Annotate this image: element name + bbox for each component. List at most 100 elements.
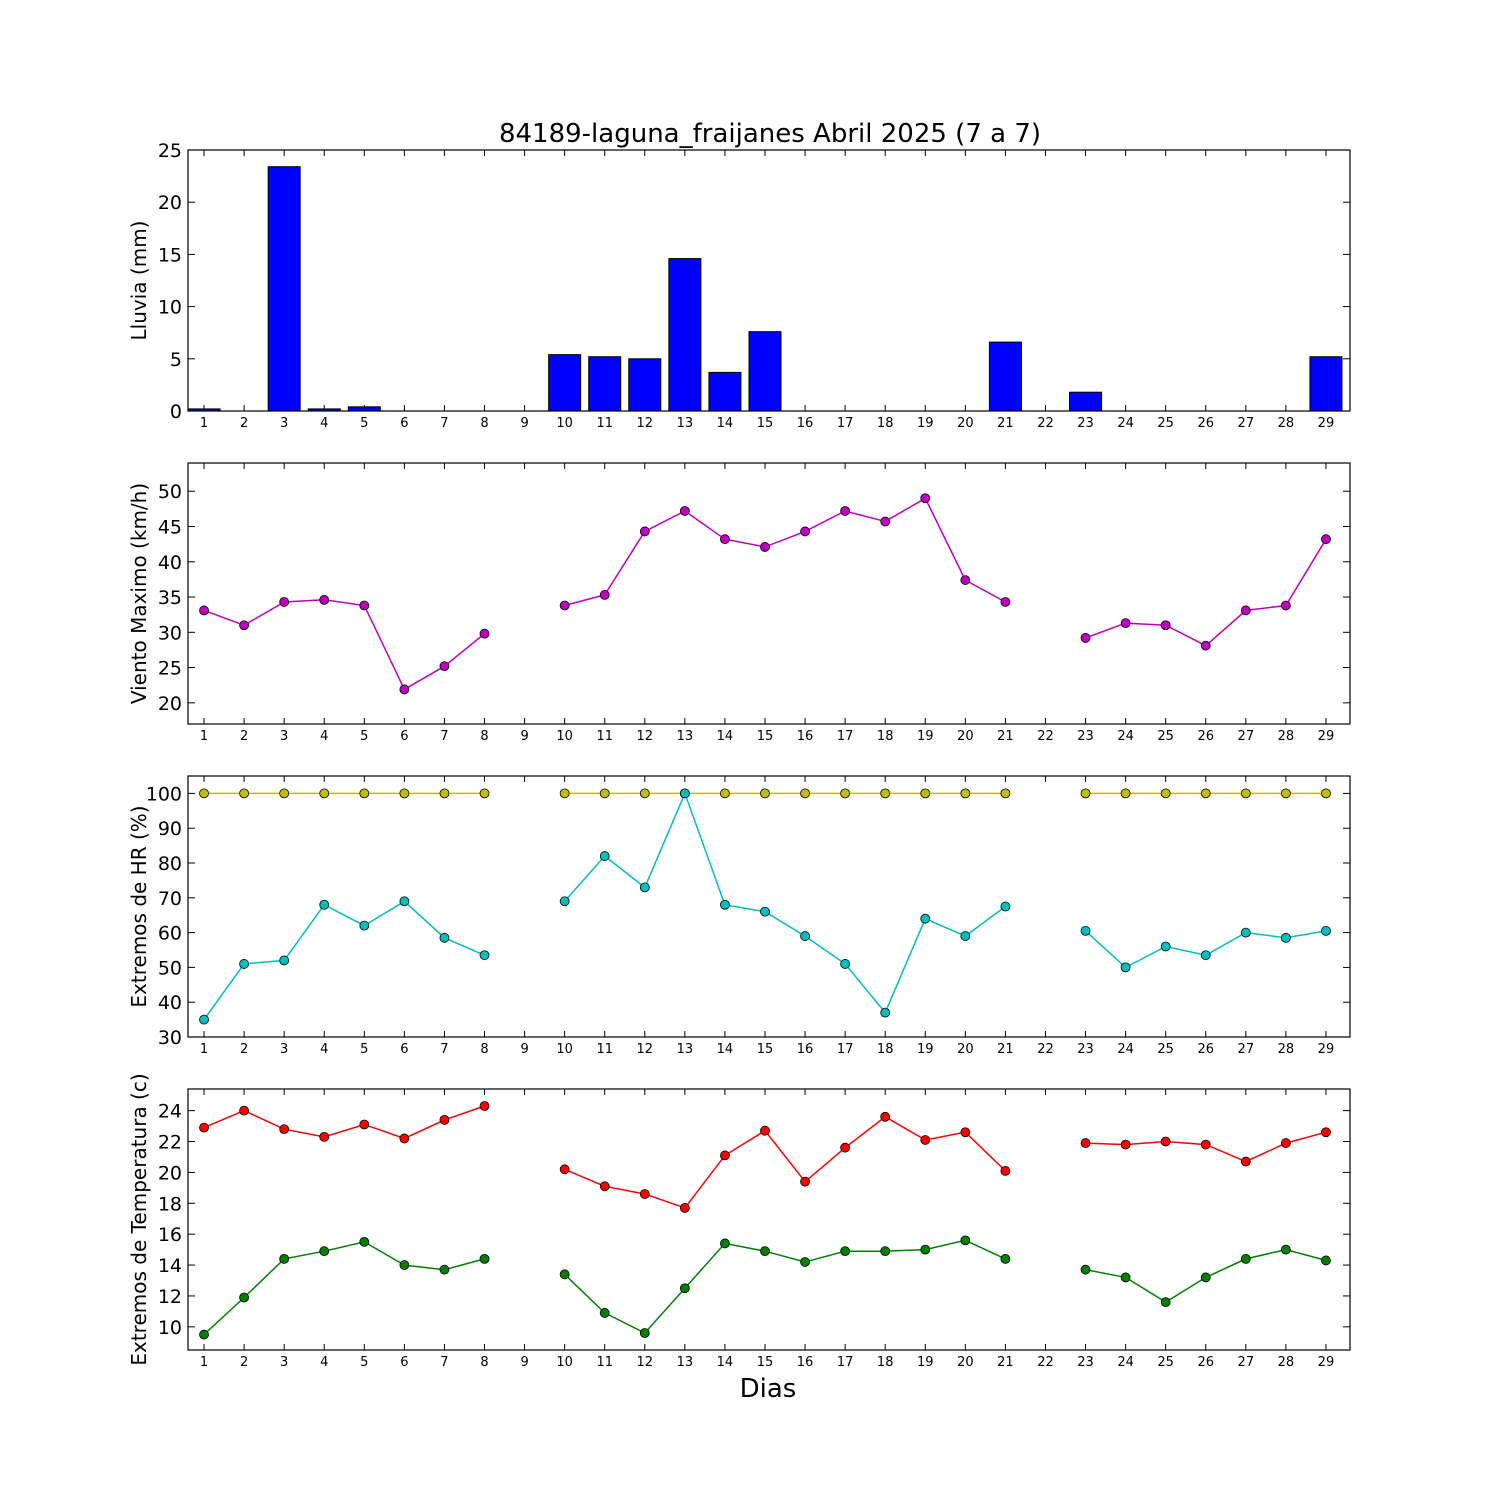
data-point — [559, 1164, 570, 1175]
x-tick-label: 12 — [637, 1355, 654, 1370]
data-point — [199, 1014, 209, 1025]
data-point — [279, 955, 290, 966]
x-tick-label: 12 — [637, 1042, 654, 1057]
x-tick-label: 11 — [596, 416, 613, 431]
data-point — [960, 575, 971, 585]
x-tick-label: 26 — [1197, 1355, 1214, 1370]
x-tick-label: 15 — [757, 1355, 774, 1370]
data-point — [1000, 1253, 1011, 1264]
data-point — [760, 1246, 770, 1257]
x-tick-label: 16 — [797, 1355, 814, 1370]
data-point — [1160, 941, 1171, 952]
data-point — [880, 516, 891, 527]
y-tick-label: 30 — [158, 1027, 182, 1049]
x-tick-label: 19 — [917, 416, 934, 431]
data-point — [1200, 788, 1211, 799]
plot-frame — [187, 462, 1351, 725]
bar — [1309, 356, 1343, 412]
data-point — [439, 661, 450, 672]
x-tick-label: 26 — [1197, 729, 1214, 744]
data-point — [720, 1238, 730, 1249]
data-point — [1160, 620, 1171, 631]
data-point — [319, 899, 330, 910]
data-point — [279, 788, 290, 799]
x-tick-label: 1 — [200, 1042, 208, 1057]
x-tick-label: 6 — [400, 1042, 408, 1057]
x-tick-label: 4 — [320, 1355, 328, 1370]
x-tick-label: 6 — [400, 1355, 408, 1370]
y-tick-label: 15 — [158, 244, 182, 266]
y-axis-label: Lluvia (mm) — [127, 221, 151, 341]
data-point — [359, 920, 370, 931]
data-point — [319, 1246, 330, 1257]
data-point — [199, 788, 209, 799]
x-tick-label: 2 — [240, 1042, 248, 1057]
data-point — [639, 1328, 650, 1338]
data-point — [679, 788, 690, 799]
x-tick-label: 11 — [596, 1042, 613, 1057]
data-point — [1080, 788, 1091, 799]
data-point — [679, 1283, 690, 1294]
data-point — [279, 1253, 290, 1264]
y-axis-label: Extremos de HR (%) — [127, 805, 151, 1007]
x-tick-label: 1 — [200, 1355, 208, 1370]
x-tick-label: 14 — [717, 729, 734, 744]
x-tick-label: 18 — [877, 1355, 894, 1370]
x-tick-label: 28 — [1278, 1042, 1295, 1057]
plot-frame — [187, 775, 1351, 1038]
data-point — [559, 1269, 570, 1280]
data-point — [1321, 788, 1331, 799]
x-tick-label: 29 — [1318, 1042, 1335, 1057]
data-point — [920, 788, 931, 799]
data-point — [559, 788, 570, 799]
data-point — [1120, 1272, 1131, 1283]
x-tick-label: 25 — [1157, 1355, 1174, 1370]
x-tick-label: 2 — [240, 416, 248, 431]
data-point — [1000, 788, 1011, 799]
data-point — [1000, 1165, 1011, 1176]
x-tick-label: 15 — [757, 729, 774, 744]
data-point — [960, 1235, 971, 1246]
x-tick-label: 27 — [1238, 416, 1255, 431]
x-tick-label: 16 — [797, 1042, 814, 1057]
data-point — [760, 906, 770, 917]
data-point — [279, 1124, 290, 1135]
y-tick-label: 80 — [158, 853, 182, 875]
x-tick-label: 3 — [280, 1355, 288, 1370]
x-tick-label: 5 — [360, 729, 368, 744]
y-tick-label: 12 — [158, 1286, 182, 1308]
data-point — [679, 506, 690, 516]
x-tick-label: 25 — [1157, 729, 1174, 744]
series-line — [203, 1105, 485, 1140]
data-point — [599, 1181, 610, 1192]
data-point — [1321, 925, 1331, 936]
data-point — [1240, 605, 1251, 616]
x-tick-label: 1 — [200, 729, 208, 744]
x-tick-label: 13 — [677, 416, 694, 431]
y-tick-label: 20 — [158, 693, 182, 715]
data-point — [479, 788, 490, 799]
x-tick-label: 20 — [957, 1042, 974, 1057]
x-tick-label: 15 — [757, 416, 774, 431]
x-tick-label: 13 — [677, 729, 694, 744]
data-point — [439, 1114, 450, 1125]
data-point — [1120, 962, 1131, 973]
data-point — [840, 506, 851, 516]
x-tick-label: 24 — [1117, 416, 1134, 431]
data-point — [1000, 901, 1011, 912]
x-tick-label: 16 — [797, 729, 814, 744]
x-tick-label: 7 — [440, 416, 448, 431]
x-tick-label: 22 — [1037, 1042, 1054, 1057]
data-point — [239, 1105, 249, 1116]
x-tick-label: 29 — [1318, 416, 1335, 431]
x-tick-label: 3 — [280, 416, 288, 431]
data-point — [359, 788, 370, 799]
x-tick-label: 9 — [520, 416, 528, 431]
data-point — [439, 1264, 450, 1275]
data-point — [639, 882, 650, 893]
x-tick-label: 28 — [1278, 416, 1295, 431]
data-point — [1240, 1253, 1251, 1264]
data-point — [239, 1292, 249, 1303]
